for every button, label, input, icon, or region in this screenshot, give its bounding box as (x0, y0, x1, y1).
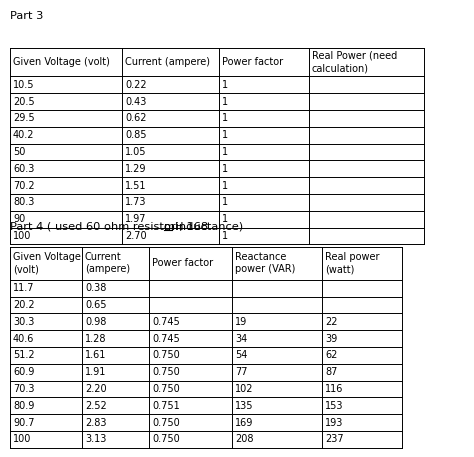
Text: 0.98: 0.98 (85, 317, 106, 327)
Text: 0.750: 0.750 (152, 435, 180, 445)
Text: 1.29: 1.29 (125, 164, 146, 174)
Text: 50: 50 (13, 147, 26, 157)
Text: 80.9: 80.9 (13, 401, 35, 411)
Text: 1.51: 1.51 (125, 181, 146, 191)
Text: 34: 34 (235, 334, 247, 344)
Text: 1.05: 1.05 (125, 147, 146, 157)
Text: Given Voltage
(volt): Given Voltage (volt) (13, 252, 81, 275)
Text: 0.85: 0.85 (125, 130, 146, 140)
Text: Power factor: Power factor (152, 258, 213, 268)
Text: 90: 90 (13, 214, 25, 224)
Text: 102: 102 (235, 384, 254, 394)
Text: 0.750: 0.750 (152, 351, 180, 361)
Text: 0.22: 0.22 (125, 80, 146, 90)
Text: inductance): inductance) (172, 222, 243, 232)
Text: 0.750: 0.750 (152, 384, 180, 394)
Text: 22: 22 (325, 317, 337, 327)
Text: 1: 1 (222, 164, 228, 174)
Text: 70.3: 70.3 (13, 384, 35, 394)
Text: 51.2: 51.2 (13, 351, 35, 361)
Text: 1.73: 1.73 (125, 197, 146, 207)
Text: 2.52: 2.52 (85, 401, 107, 411)
Text: 70.2: 70.2 (13, 181, 35, 191)
Text: 0.750: 0.750 (152, 367, 180, 377)
Text: Part 4 ( used 60 ohm resistor , 168: Part 4 ( used 60 ohm resistor , 168 (10, 222, 212, 232)
Text: 2.70: 2.70 (125, 231, 146, 241)
Text: 20.2: 20.2 (13, 300, 35, 310)
Text: 116: 116 (325, 384, 343, 394)
Text: 1: 1 (222, 113, 228, 123)
Text: 77: 77 (235, 367, 247, 377)
Text: 62: 62 (325, 351, 337, 361)
Text: 135: 135 (235, 401, 254, 411)
Text: 11.7: 11.7 (13, 283, 35, 293)
Text: 39: 39 (325, 334, 337, 344)
Text: 80.3: 80.3 (13, 197, 35, 207)
Text: 87: 87 (325, 367, 337, 377)
Text: 19: 19 (235, 317, 247, 327)
Text: 0.43: 0.43 (125, 96, 146, 106)
Text: 0.745: 0.745 (152, 334, 180, 344)
Text: 3.13: 3.13 (85, 435, 106, 445)
Text: 1: 1 (222, 214, 228, 224)
Text: 1: 1 (222, 147, 228, 157)
Text: 1: 1 (222, 181, 228, 191)
Text: 208: 208 (235, 435, 254, 445)
Text: 40.6: 40.6 (13, 334, 35, 344)
Text: 54: 54 (235, 351, 247, 361)
Text: 1: 1 (222, 80, 228, 90)
Text: 100: 100 (13, 435, 31, 445)
Text: 0.745: 0.745 (152, 317, 180, 327)
Text: 100: 100 (13, 231, 31, 241)
Text: Current
(ampere): Current (ampere) (85, 252, 130, 275)
Text: Given Voltage (volt): Given Voltage (volt) (13, 57, 110, 67)
Text: 29.5: 29.5 (13, 113, 35, 123)
Text: 0.750: 0.750 (152, 418, 180, 428)
Text: 1.28: 1.28 (85, 334, 107, 344)
Text: 30.3: 30.3 (13, 317, 35, 327)
Text: 20.5: 20.5 (13, 96, 35, 106)
Text: 237: 237 (325, 435, 344, 445)
Text: 2.20: 2.20 (85, 384, 107, 394)
Text: Reactance
power (VAR): Reactance power (VAR) (235, 252, 295, 275)
Text: 2.83: 2.83 (85, 418, 107, 428)
Text: 1.91: 1.91 (85, 367, 106, 377)
Text: Real power
(watt): Real power (watt) (325, 252, 380, 275)
Text: mH: mH (164, 222, 183, 232)
Text: 0.751: 0.751 (152, 401, 180, 411)
Text: 1: 1 (222, 130, 228, 140)
Text: 40.2: 40.2 (13, 130, 35, 140)
Text: Real Power (need
calculation): Real Power (need calculation) (312, 51, 397, 74)
Text: Current (ampere): Current (ampere) (125, 57, 210, 67)
Text: 1: 1 (222, 96, 228, 106)
Text: 90.7: 90.7 (13, 418, 35, 428)
Text: 60.9: 60.9 (13, 367, 35, 377)
Text: 1: 1 (222, 197, 228, 207)
Text: 1: 1 (222, 231, 228, 241)
Text: 153: 153 (325, 401, 344, 411)
Text: 193: 193 (325, 418, 343, 428)
Text: 0.62: 0.62 (125, 113, 146, 123)
Text: 1.61: 1.61 (85, 351, 106, 361)
Text: Power factor: Power factor (222, 57, 283, 67)
Text: 0.65: 0.65 (85, 300, 107, 310)
Text: 1.97: 1.97 (125, 214, 146, 224)
Text: Part 3: Part 3 (10, 11, 44, 21)
Text: 169: 169 (235, 418, 254, 428)
Text: 10.5: 10.5 (13, 80, 35, 90)
Text: 0.38: 0.38 (85, 283, 106, 293)
Text: 60.3: 60.3 (13, 164, 35, 174)
